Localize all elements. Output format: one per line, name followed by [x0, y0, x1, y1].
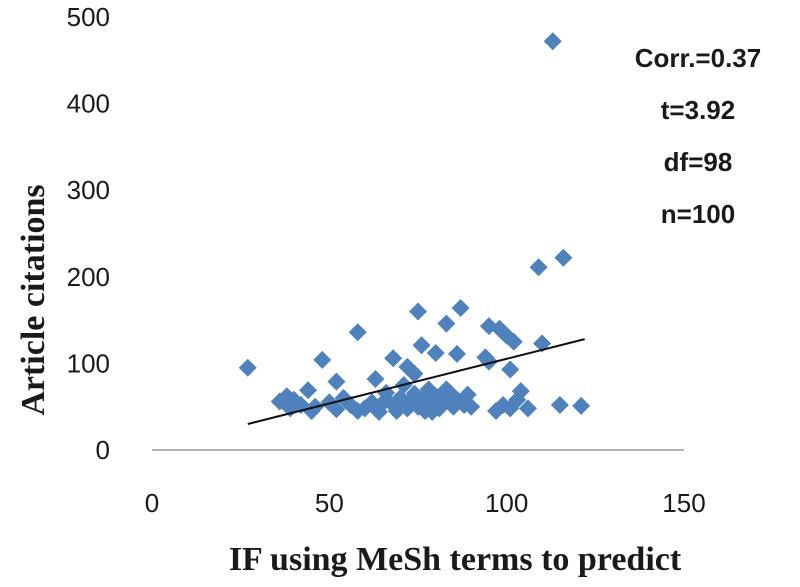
- data-points: [238, 32, 591, 421]
- x-tick-label: 0: [145, 488, 159, 518]
- y-tick-label: 500: [67, 2, 110, 32]
- stats-annotation: Corr.=0.37 t=3.92 df=98 n=100: [635, 43, 761, 229]
- data-point: [348, 323, 367, 342]
- y-tick-label: 0: [96, 435, 110, 465]
- data-point: [369, 402, 388, 421]
- x-tick-label: 50: [315, 488, 344, 518]
- y-tick-labels: 0 100 200 300 400 500: [67, 2, 110, 465]
- data-point: [384, 349, 403, 368]
- y-tick-label: 400: [67, 89, 110, 119]
- stat-line: Corr.=0.37: [635, 43, 761, 73]
- stat-line: t=3.92: [661, 95, 735, 125]
- data-point: [437, 314, 456, 333]
- data-point: [554, 248, 573, 267]
- data-point: [476, 348, 495, 367]
- data-point: [501, 360, 520, 379]
- data-point: [412, 336, 431, 355]
- data-point: [497, 326, 516, 345]
- stat-line: n=100: [661, 199, 735, 229]
- y-tick-label: 300: [67, 175, 110, 205]
- data-point: [409, 302, 427, 321]
- data-point: [366, 369, 385, 388]
- x-tick-labels: 0 50 100 150: [145, 488, 706, 518]
- data-point: [327, 400, 346, 419]
- y-tick-label: 100: [67, 348, 110, 378]
- data-point: [299, 381, 318, 400]
- data-point: [511, 382, 530, 401]
- x-axis-title: IF using MeSh terms to predict: [229, 541, 682, 578]
- data-point: [437, 380, 456, 399]
- stat-line: df=98: [664, 147, 733, 177]
- data-point: [423, 402, 442, 421]
- data-point: [543, 32, 562, 51]
- data-point: [529, 258, 548, 277]
- data-point: [327, 372, 346, 391]
- data-point: [348, 402, 367, 421]
- data-point: [504, 332, 523, 351]
- data-point: [518, 399, 537, 418]
- data-point: [313, 350, 332, 369]
- x-tick-label: 150: [662, 488, 705, 518]
- data-point: [405, 364, 424, 383]
- data-point: [462, 397, 481, 416]
- x-tick-label: 100: [485, 488, 528, 518]
- data-point: [387, 402, 406, 421]
- y-axis-title: Article citations: [15, 184, 52, 415]
- data-point: [448, 344, 467, 363]
- data-point: [426, 344, 445, 363]
- data-point: [451, 298, 470, 317]
- data-point: [550, 395, 569, 414]
- y-tick-label: 200: [67, 262, 110, 292]
- trendline: [247, 338, 585, 425]
- data-point: [572, 396, 591, 415]
- data-point: [238, 358, 257, 377]
